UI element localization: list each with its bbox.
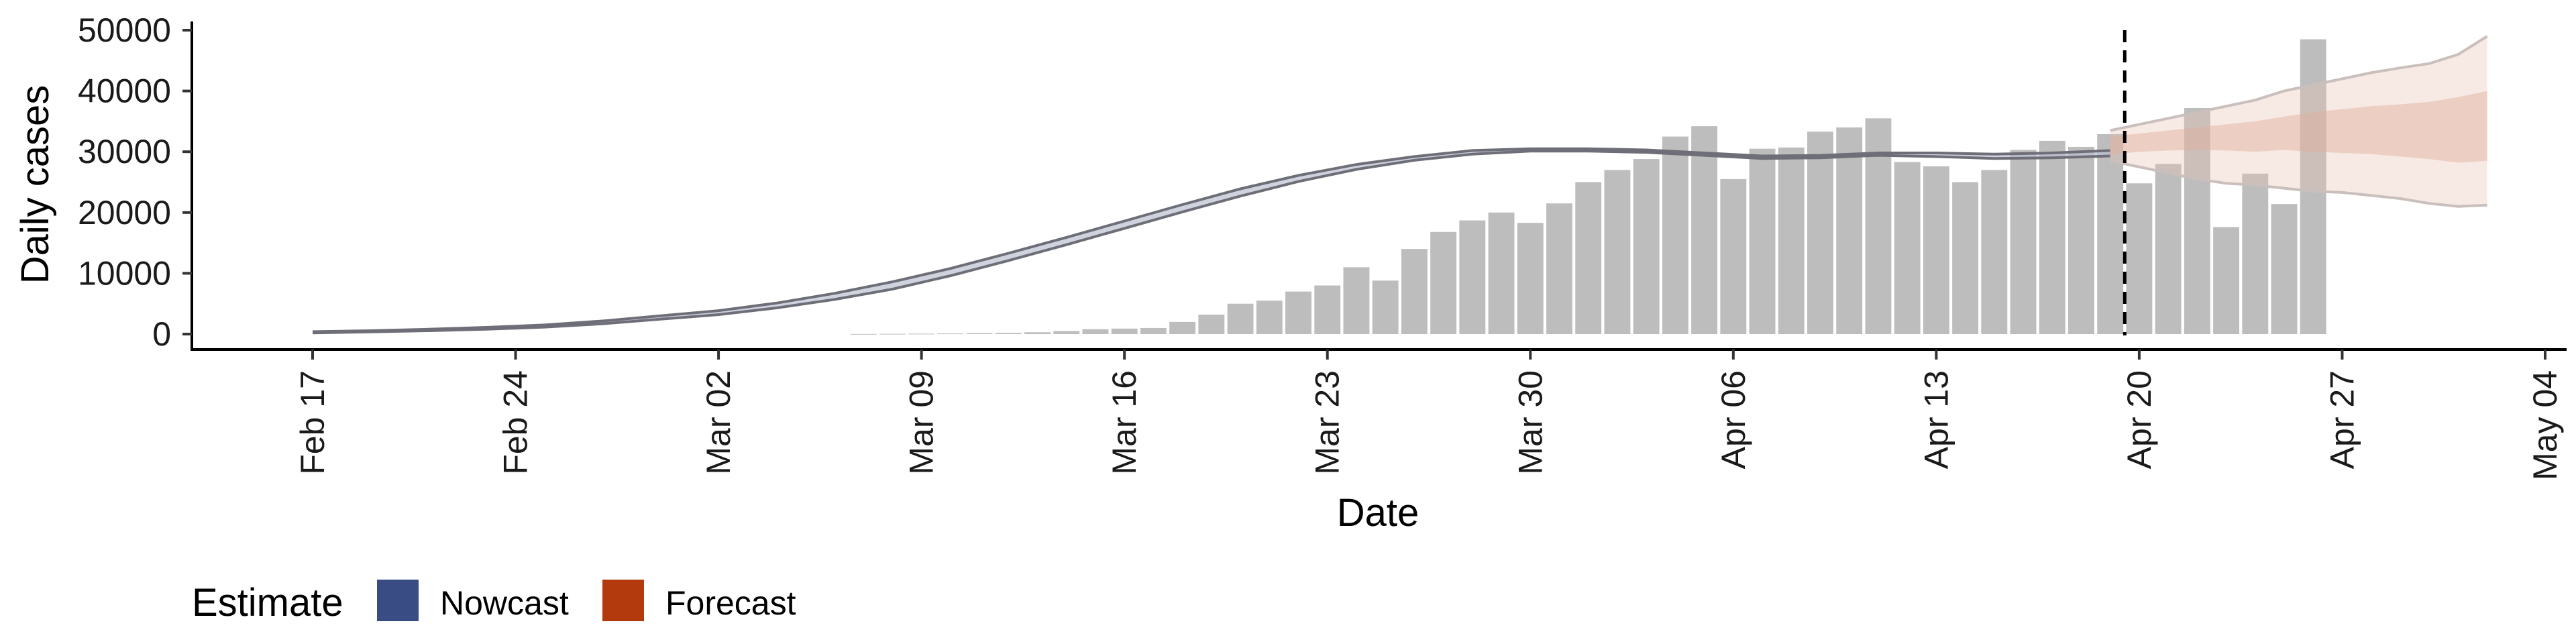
bar-17 — [1343, 267, 1370, 334]
legend-label-forecast: Forecast — [665, 584, 796, 622]
bar-19 — [1401, 249, 1428, 334]
x-tick-label-3: Mar 09 — [903, 370, 941, 475]
nowcast-upper-line — [312, 147, 2110, 333]
y-tick-label-5: 50000 — [78, 11, 171, 49]
bar-38 — [1952, 182, 1979, 334]
bar-20 — [1430, 231, 1457, 334]
bar-39 — [1981, 170, 2008, 334]
y-axis-ticks: 0 10000 20000 30000 40000 50000 — [78, 11, 192, 353]
bar-31 — [1749, 148, 1776, 335]
bar-10 — [1140, 327, 1167, 334]
y-tick-label-1: 10000 — [78, 254, 171, 292]
x-tick-label-11: May 04 — [2526, 370, 2564, 480]
bar-40 — [2010, 150, 2037, 334]
bar-34 — [1836, 127, 1863, 334]
bar-6 — [1024, 332, 1051, 334]
y-axis-title: Daily cases — [13, 85, 57, 284]
bar-42 — [2068, 146, 2094, 334]
bar-41 — [2039, 140, 2065, 334]
bar-16 — [1314, 285, 1341, 334]
x-tick-label-4: Mar 16 — [1106, 370, 1143, 475]
bar-30 — [1720, 178, 1747, 334]
x-tick-label-10: Apr 27 — [2323, 370, 2361, 469]
bar-29 — [1691, 126, 1718, 334]
x-axis-ticks: Feb 17 Feb 24 Mar 02 Mar 09 Mar 16 Mar 23 Mar … — [294, 350, 2564, 480]
bar-9 — [1111, 328, 1138, 334]
legend-label-nowcast: Nowcast — [440, 584, 569, 622]
bar-2 — [908, 333, 935, 335]
bar-22 — [1488, 212, 1515, 334]
bar-0 — [850, 333, 877, 335]
bar-7 — [1053, 331, 1080, 334]
bar-1 — [879, 333, 906, 335]
bar-50 — [2300, 39, 2326, 335]
bar-46 — [2184, 107, 2210, 334]
x-tick-label-1: Feb 24 — [497, 370, 535, 475]
x-tick-label-9: Apr 20 — [2121, 370, 2158, 469]
bar-8 — [1082, 329, 1109, 334]
bar-26 — [1604, 170, 1631, 334]
bar-28 — [1662, 136, 1688, 335]
bar-49 — [2271, 204, 2298, 334]
bar-15 — [1285, 291, 1311, 334]
bar-48 — [2242, 173, 2269, 334]
forecast-inner-band — [2110, 91, 2487, 163]
bar-11 — [1169, 321, 1196, 334]
forecast-outer-band — [2110, 36, 2487, 207]
legend-title: Estimate — [192, 581, 343, 625]
bar-3 — [937, 333, 964, 335]
bar-21 — [1459, 220, 1486, 334]
y-tick-label-3: 30000 — [78, 133, 171, 170]
bar-23 — [1517, 223, 1544, 334]
bar-27 — [1633, 159, 1660, 334]
bar-35 — [1865, 118, 1892, 334]
bar-25 — [1575, 182, 1602, 334]
legend-key-forecast — [602, 580, 644, 621]
bar-33 — [1807, 131, 1833, 334]
x-tick-label-6: Mar 30 — [1511, 370, 1549, 475]
bar-4 — [966, 333, 993, 334]
x-tick-label-7: Apr 06 — [1715, 370, 1752, 469]
bar-47 — [2213, 227, 2240, 334]
forecast-upper-line — [2110, 35, 2488, 132]
x-tick-label-2: Mar 02 — [700, 370, 737, 475]
x-axis-title: Date — [1337, 491, 1419, 535]
y-tick-label-4: 40000 — [78, 72, 171, 110]
y-tick-label-0: 0 — [152, 315, 171, 353]
bar-43 — [2097, 133, 2124, 334]
bar-36 — [1894, 162, 1921, 335]
forecast-lower-line — [2110, 159, 2487, 208]
bar-44 — [2126, 183, 2153, 334]
bar-5 — [995, 333, 1022, 334]
x-tick-label-0: Feb 17 — [294, 370, 331, 475]
bar-24 — [1546, 203, 1572, 334]
x-tick-label-8: Apr 13 — [1917, 370, 1955, 469]
bar-13 — [1227, 303, 1254, 334]
bar-45 — [2155, 164, 2182, 334]
bar-37 — [1923, 166, 1949, 334]
bar-18 — [1372, 280, 1399, 334]
reported-cases-bars — [850, 39, 2326, 335]
x-tick-label-5: Mar 23 — [1309, 370, 1346, 475]
bar-14 — [1256, 301, 1283, 334]
bar-32 — [1778, 147, 1805, 334]
y-tick-label-2: 20000 — [78, 194, 171, 231]
legend: Estimate Nowcast Forecast — [192, 580, 796, 625]
nowcast-lower-line — [312, 150, 2110, 335]
legend-key-nowcast — [377, 580, 419, 621]
axes — [191, 21, 2567, 351]
estimate-lines — [312, 30, 2488, 335]
bar-12 — [1198, 315, 1225, 334]
